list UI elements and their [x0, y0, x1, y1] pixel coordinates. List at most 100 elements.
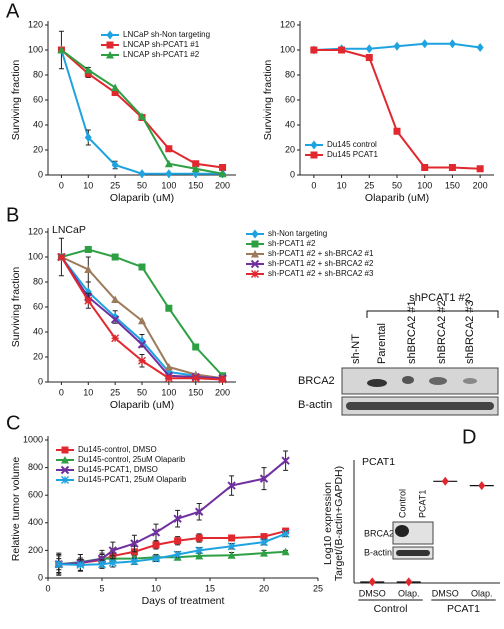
marker: [441, 476, 449, 486]
marker: [54, 560, 63, 569]
marker: [365, 54, 373, 61]
blot-column: shBRCA2 #1: [406, 300, 418, 364]
x-axis-label: Days of treatment: [142, 595, 225, 607]
marker: [165, 169, 173, 179]
marker: [405, 577, 413, 587]
blot-row: BRCA2: [298, 375, 335, 387]
band: [346, 402, 494, 410]
blot-column: Control: [397, 489, 407, 518]
marker: [218, 375, 227, 384]
y-tick-label: 0: [290, 169, 295, 179]
legend-marker: [250, 259, 260, 269]
x-tick-label: 10: [83, 387, 93, 397]
marker: [476, 165, 484, 173]
marker: [174, 537, 182, 545]
marker: [448, 164, 456, 171]
x-tick-label: 0: [59, 180, 64, 190]
legend-label: sh-PCAT1 #2 + sh-BRCA2 #1: [268, 249, 374, 258]
marker: [111, 83, 120, 91]
marker: [84, 66, 93, 74]
y-tick-label: 60: [33, 94, 43, 104]
marker: [173, 514, 182, 523]
marker: [195, 546, 204, 555]
legend-marker: [251, 250, 259, 258]
band: [395, 525, 409, 537]
marker: [195, 534, 203, 542]
x-tick-label: 25: [364, 180, 374, 190]
series-line: [58, 550, 286, 566]
marker: [260, 538, 268, 547]
band: [463, 378, 477, 384]
x-tick-label: 0: [45, 583, 50, 593]
x-tick-label: 10: [151, 583, 161, 593]
y-tick-label: 0: [38, 376, 43, 386]
y-tick-label: 800: [28, 462, 43, 472]
marker: [227, 481, 236, 490]
marker: [259, 474, 269, 483]
blot-column: shBRCA2 #3: [464, 300, 476, 364]
legend-marker: [60, 465, 70, 475]
blot-row: BRCA2: [364, 528, 394, 538]
x-tick-label: 100: [161, 180, 176, 190]
legend-label: Du145-PCAT1, 25uM Olaparib: [78, 475, 187, 484]
marker: [165, 145, 173, 153]
marker: [192, 160, 200, 168]
x-tick-label: Olap.: [471, 588, 493, 598]
band: [367, 379, 387, 387]
x-tick-label: 200: [215, 387, 230, 397]
legend-marker: [106, 30, 114, 40]
marker: [110, 315, 120, 324]
y-tick-label: 80: [33, 276, 43, 286]
legend-label: LNCaP sh-Non targeting: [123, 30, 210, 39]
marker: [57, 46, 66, 54]
marker: [338, 46, 346, 54]
marker: [195, 551, 204, 560]
legend-label: Du145-control, DMSO: [78, 445, 157, 454]
marker: [310, 46, 318, 54]
marker: [192, 343, 200, 351]
legend-label: sh-PCAT1 #2 + sh-BRCA2 #3: [268, 269, 374, 278]
legend-label: sh-PCAT1 #2 + sh-BRCA2 #2: [268, 259, 374, 268]
y-tick-label: 100: [28, 44, 43, 54]
y-tick-label: 1000: [23, 434, 43, 444]
band: [396, 550, 430, 556]
x-tick-label: 150: [188, 387, 203, 397]
x-tick-label: 10: [83, 180, 93, 190]
legend-marker: [251, 229, 259, 239]
marker: [165, 304, 173, 312]
y-axis-label: Relative tumor volume: [10, 457, 22, 562]
x-tick-label: 15: [205, 583, 215, 593]
x-tick-label: 50: [392, 180, 402, 190]
marker: [111, 89, 119, 96]
panel-label: C: [6, 412, 20, 434]
y-tick-label: 40: [33, 326, 43, 336]
legend-label: Du145 PCAT1: [327, 150, 379, 159]
legend-marker: [61, 456, 69, 464]
blot-column: shBRCA2 #2: [436, 300, 448, 364]
y-tick-label: 40: [33, 119, 43, 129]
marker: [138, 112, 146, 120]
marker: [84, 246, 92, 253]
band: [402, 376, 414, 384]
x-axis-label: Olaparib (uM): [365, 192, 429, 204]
marker: [130, 539, 139, 548]
marker: [108, 546, 118, 555]
blot-column: sh-NT: [350, 334, 362, 364]
marker: [98, 560, 106, 569]
marker: [218, 169, 227, 178]
legend-label: LNCAP sh-PCAT1 #2: [123, 50, 200, 59]
y-tick-label: 200: [28, 545, 43, 555]
y-tick-label: 80: [33, 69, 43, 79]
legend-label: sh-PCAT1 #2: [268, 239, 316, 248]
x-tick-label: 150: [445, 180, 460, 190]
marker: [260, 533, 268, 541]
marker: [137, 340, 147, 349]
y-tick-label: 20: [33, 144, 43, 154]
legend-marker: [251, 240, 259, 248]
marker: [476, 43, 484, 52]
y-tick-label: 120: [28, 19, 43, 29]
marker: [191, 164, 200, 173]
legend-label: sh-Non targeting: [268, 229, 327, 238]
x-tick-label: Olap.: [398, 588, 420, 598]
